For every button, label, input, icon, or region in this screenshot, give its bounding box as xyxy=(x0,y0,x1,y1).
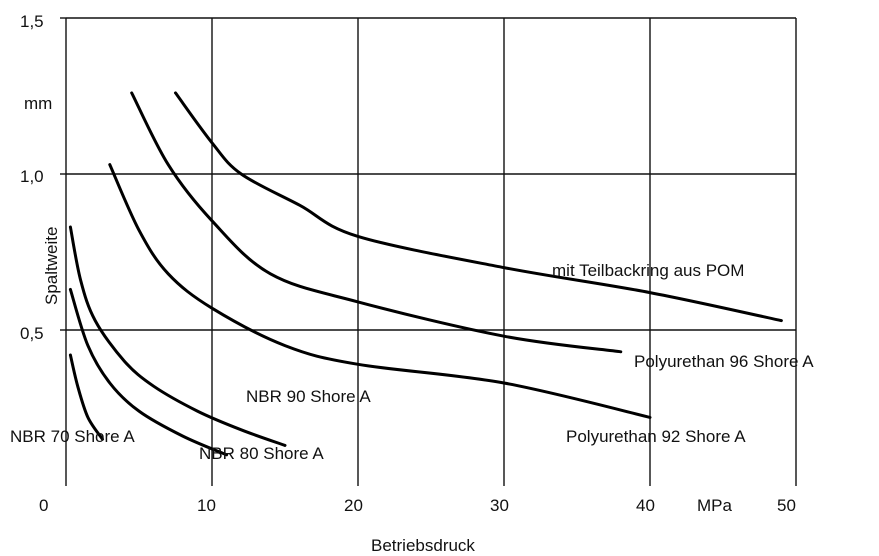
curve-nbr-90 xyxy=(68,225,287,447)
x-unit-label: MPa xyxy=(697,496,733,515)
x-tick-30: 30 xyxy=(490,496,509,515)
curve-nbr-70 xyxy=(68,353,104,441)
curve-polyurethan-92 xyxy=(108,163,652,419)
x-tick-10: 10 xyxy=(197,496,216,515)
x-tick-20: 20 xyxy=(344,496,363,515)
x-tick-50: 50 xyxy=(777,496,796,515)
x-tick-0: 0 xyxy=(39,496,48,515)
grid xyxy=(60,17,797,486)
y-axis-label: Spaltweite xyxy=(42,227,61,305)
series-label-nbr90: NBR 90 Shore A xyxy=(246,387,371,406)
y-unit-label: mm xyxy=(24,94,52,113)
series-label-nbr70: NBR 70 Shore A xyxy=(10,427,135,446)
x-axis-label: Betriebsdruck xyxy=(371,536,475,555)
curves xyxy=(68,91,783,457)
series-label-nbr80: NBR 80 Shore A xyxy=(199,444,324,463)
curve-pom xyxy=(174,91,783,323)
y-tick-0-5: 0,5 xyxy=(20,324,44,343)
curve-nbr-80 xyxy=(68,287,229,457)
y-tick-1-5: 1,5 xyxy=(20,12,44,31)
series-label-pu92: Polyurethan 92 Shore A xyxy=(566,427,746,446)
labels: mm MPa Betriebsdruck Spaltweite 0 10 20 … xyxy=(10,12,814,555)
series-label-pu96: Polyurethan 96 Shore A xyxy=(634,352,814,371)
x-tick-40: 40 xyxy=(636,496,655,515)
series-label-pom: mit Teilbackring aus POM xyxy=(552,261,744,280)
curve-polyurethan-96 xyxy=(130,91,623,354)
y-tick-1-0: 1,0 xyxy=(20,167,44,186)
